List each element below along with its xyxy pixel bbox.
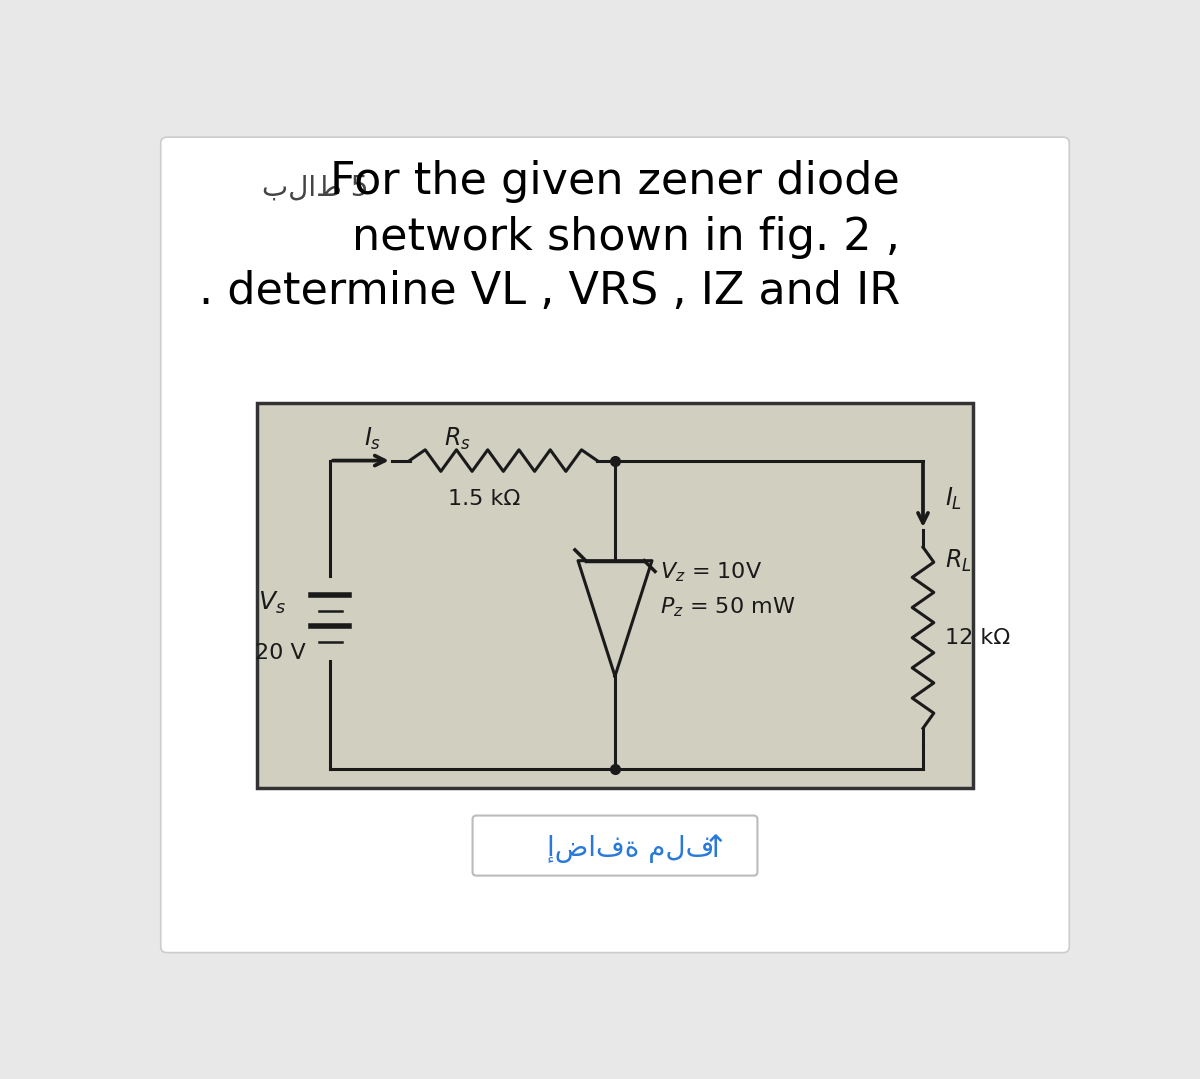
FancyBboxPatch shape	[161, 137, 1069, 953]
Text: For the given zener diode: For the given zener diode	[330, 161, 900, 203]
Text: . determine VL , VRS , IZ and IR: . determine VL , VRS , IZ and IR	[199, 270, 900, 313]
Text: 20 V: 20 V	[254, 643, 306, 664]
Text: 12 kΩ: 12 kΩ	[944, 628, 1010, 647]
Text: $I_s$: $I_s$	[364, 426, 382, 452]
Text: 1.5 kΩ: 1.5 kΩ	[448, 489, 521, 509]
Text: ↑: ↑	[702, 834, 728, 863]
Text: network shown in fig. 2 ,: network shown in fig. 2 ,	[352, 216, 900, 259]
FancyBboxPatch shape	[473, 816, 757, 876]
Text: $V_z$ = 10V: $V_z$ = 10V	[660, 560, 762, 584]
Text: $P_z$ = 50 mW: $P_z$ = 50 mW	[660, 596, 794, 618]
Bar	[257, 402, 973, 788]
Text: إضافة ملف: إضافة ملف	[547, 835, 714, 862]
Text: $R_L$: $R_L$	[944, 547, 971, 574]
Text: $R_s$: $R_s$	[444, 426, 470, 452]
Text: $V_s$: $V_s$	[258, 590, 287, 616]
Text: بلاط 5: بلاط 5	[262, 174, 368, 201]
Text: $I_L$: $I_L$	[944, 486, 961, 513]
